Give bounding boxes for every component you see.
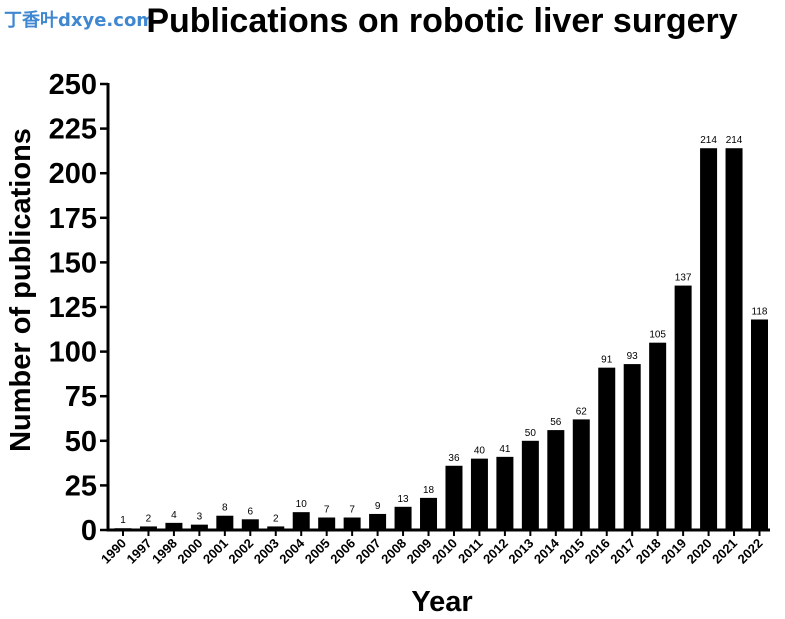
x-tick-label: 2005 [302,536,333,567]
bar [369,513,387,530]
bar-value-label: 6 [248,506,254,517]
x-tick-label: 2001 [200,536,231,567]
x-tick-label: 1997 [124,536,155,567]
bar-value-label: 2 [273,513,279,524]
y-tick-label: 150 [49,247,97,279]
y-tick-label: 175 [49,203,97,235]
bar-value-label: 214 [726,135,743,146]
bar-value-label: 105 [649,330,666,341]
bar [470,458,488,530]
chart-title: Publications on robotic liver surgery [146,2,737,40]
x-tick-label: 2016 [582,536,613,567]
bar-value-label: 9 [375,501,381,512]
x-tick-label: 2013 [505,536,536,567]
x-tick-label: 2017 [607,536,638,567]
bar-value-label: 56 [550,417,562,428]
bar [318,517,336,530]
x-tick-label: 2000 [174,536,205,567]
x-tick-label: 2015 [556,536,587,567]
bar [190,524,208,530]
x-tick-label: 2003 [251,536,282,567]
bar [751,319,768,530]
bar-value-label: 40 [474,446,486,457]
bar [598,367,616,530]
bar [292,512,310,530]
bar [394,506,412,530]
bar-value-label: 13 [397,494,409,505]
y-tick-label: 25 [65,470,97,502]
bar-value-label: 18 [423,485,435,496]
bar-value-label: 8 [222,503,228,514]
x-tick-label: 2018 [633,536,664,567]
bar-value-label: 93 [627,351,639,362]
bar-value-label: 36 [448,453,460,464]
bar [700,148,718,530]
bar [572,419,590,530]
y-tick-label: 225 [49,114,97,146]
bar-value-label: 118 [752,306,768,317]
y-tick-label: 100 [49,337,97,369]
y-tick-label: 250 [49,69,97,101]
x-tick-label: 2012 [480,536,511,567]
x-tick-label: 2009 [404,536,435,567]
bar [241,519,259,530]
bar [165,522,183,530]
bar-value-label: 4 [171,510,177,521]
plot-area: 0255075100125150175200225250119902199741… [49,69,770,567]
watermark-logo: 丁香叶dxye.com [4,10,156,31]
x-tick-label: 2004 [276,535,308,567]
bar [267,526,285,530]
y-tick-label: 50 [65,426,97,458]
x-tick-label: 2022 [735,536,766,567]
y-tick-label: 125 [49,292,97,324]
x-tick-label: 2021 [709,536,740,567]
y-axis-label: Number of publications [5,128,37,452]
bar [547,430,565,530]
bar-value-label: 3 [197,512,203,523]
y-tick-label: 0 [81,515,97,547]
x-tick-label: 2007 [353,536,384,567]
bar [445,465,463,530]
bar-value-label: 50 [525,428,537,439]
bar [674,285,692,530]
bar-value-label: 41 [499,444,511,455]
x-tick-label: 2019 [658,536,689,567]
x-tick-label: 1990 [98,536,129,567]
bar [521,440,539,530]
bar [343,517,361,530]
x-tick-label: 2006 [327,536,358,567]
bar-value-label: 10 [296,499,308,510]
bar [496,456,514,530]
x-tick-label: 2014 [531,535,563,567]
bar-value-label: 1 [120,515,126,526]
x-tick-label: 2002 [225,536,256,567]
bar [216,515,234,530]
bar-value-label: 7 [349,505,355,516]
bar-value-label: 2 [146,513,152,524]
y-tick-label: 75 [65,381,97,413]
y-tick-label: 200 [49,158,97,190]
bar [725,148,743,530]
bar [649,342,667,530]
bar-value-label: 137 [675,273,692,284]
x-tick-label: 2020 [684,536,715,567]
bar [420,497,438,530]
x-tick-label: 1998 [149,536,180,567]
x-tick-label: 2010 [429,536,460,567]
x-axis-label: Year [411,586,472,618]
bar [114,528,132,530]
bar [139,526,157,530]
bar-value-label: 62 [576,406,588,417]
bar-value-label: 91 [601,355,613,366]
x-tick-label: 2011 [455,536,486,567]
x-tick-label: 2008 [378,536,409,567]
bar-value-label: 214 [700,135,717,146]
bar [623,364,641,530]
bar-value-label: 7 [324,505,330,516]
